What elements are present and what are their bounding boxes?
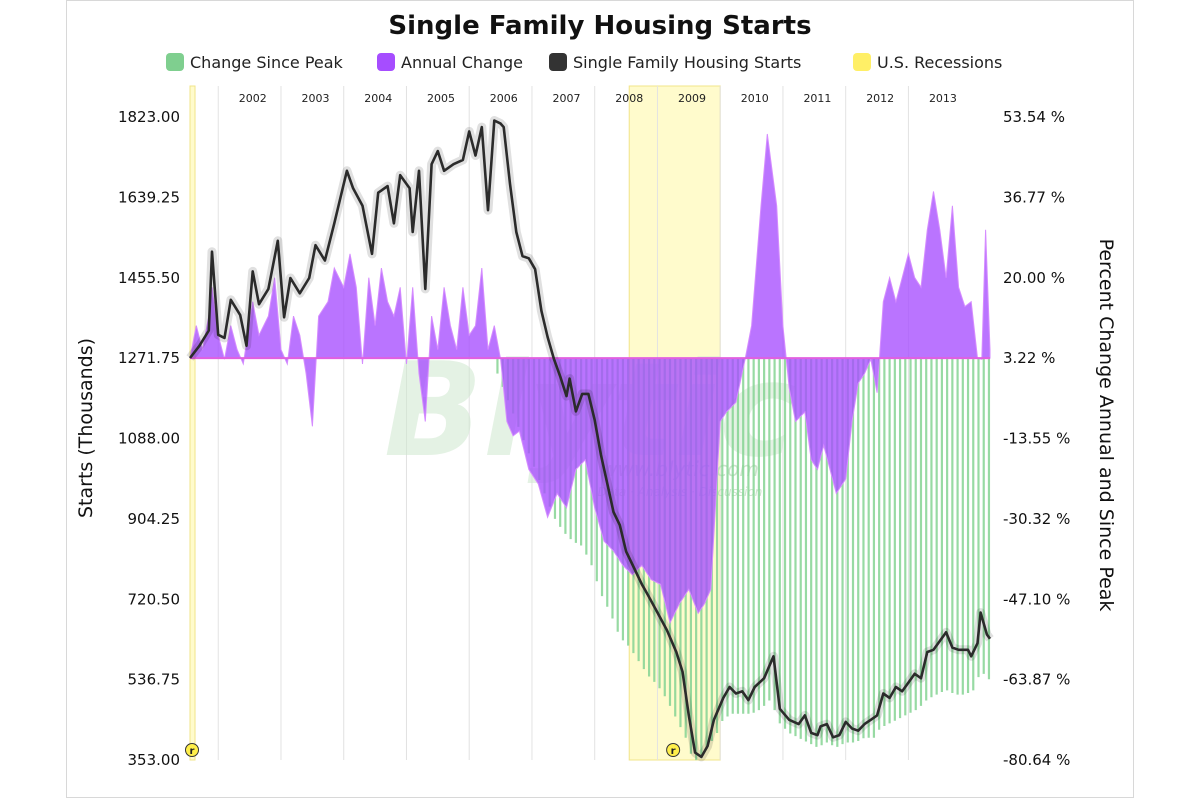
y-tick-label: 1088.00 [118, 430, 180, 448]
y-tick-label: 1823.00 [118, 108, 180, 126]
y-tick-label: 1271.75 [118, 349, 180, 367]
recession-band [189, 85, 196, 761]
housing-starts-line [186, 116, 994, 762]
y-tick-label: 1639.25 [118, 188, 180, 206]
legend: Change Since Peak Annual Change Single F… [166, 53, 1002, 72]
y-tick-label-right: 20.00 % [1003, 269, 1065, 287]
recession-marker [185, 743, 199, 757]
y-axis-left-title: Starts (Thousands) [75, 338, 97, 518]
y-tick-label-right: 36.77 % [1003, 188, 1065, 206]
year-label: 2010 [741, 92, 769, 105]
recession-marker [666, 743, 681, 757]
legend-label-change-since-peak: Change Since Peak [190, 53, 344, 72]
y-axis-right: -80.64 % -63.87 % -47.10 % -30.32 % -13.55 %… [1003, 108, 1070, 769]
year-label: 2009 [678, 92, 706, 105]
year-label: 2011 [803, 92, 831, 105]
x-axis-year-labels: 2002 2003 2004 2005 2006 2007 2008 2009 2010 2011… [239, 92, 957, 105]
y-tick-label-right: -30.32 % [1003, 510, 1070, 528]
y-tick-label: 353.00 [128, 751, 181, 769]
y-tick-label: 536.75 [128, 671, 181, 689]
y-tick-label-right: -47.10 % [1003, 590, 1070, 608]
recession-marker-label: r [671, 746, 676, 757]
y-tick-label-right: -63.87 % [1003, 671, 1070, 689]
year-label: 2012 [866, 92, 894, 105]
housing-starts-path [188, 119, 992, 759]
year-label: 2007 [552, 92, 580, 105]
year-label: 2013 [929, 92, 957, 105]
y-tick-label: 904.25 [128, 510, 181, 528]
year-label: 2006 [490, 92, 518, 105]
annual-change-area [189, 133, 991, 625]
y-tick-label-right: 53.54 % [1003, 108, 1065, 126]
legend-label-recessions: U.S. Recessions [877, 53, 1002, 72]
y-tick-label-right: -13.55 % [1003, 430, 1070, 448]
chart-title: Single Family Housing Starts [388, 11, 811, 41]
legend-label-annual-change: Annual Change [401, 53, 523, 72]
annual-change-area-path [189, 133, 991, 625]
year-label: 2008 [615, 92, 643, 105]
legend-swatch-recessions [853, 53, 871, 71]
legend-swatch-annual-change [377, 53, 395, 71]
y-tick-label-right: -80.64 % [1003, 751, 1070, 769]
y-tick-label: 720.50 [128, 590, 181, 608]
legend-swatch-housing-starts [549, 53, 567, 71]
y-axis-left: 353.00 536.75 720.50 904.25 1088.00 1271.75 14… [118, 108, 180, 769]
legend-swatch-change-since-peak [166, 53, 184, 71]
year-label: 2003 [301, 92, 329, 105]
y-axis-right-title: Percent Change Annual and Since Peak [1095, 239, 1117, 612]
y-tick-label: 1455.50 [118, 269, 180, 287]
plot-area: Blytic www.blytic.com Data · Analysis · … [185, 85, 994, 762]
y-tick-label-right: 3.22 % [1003, 349, 1055, 367]
legend-label-housing-starts: Single Family Housing Starts [573, 53, 801, 72]
year-label: 2004 [364, 92, 392, 105]
recession-marker-label: r [190, 746, 195, 757]
year-label: 2002 [239, 92, 267, 105]
year-label: 2005 [427, 92, 455, 105]
